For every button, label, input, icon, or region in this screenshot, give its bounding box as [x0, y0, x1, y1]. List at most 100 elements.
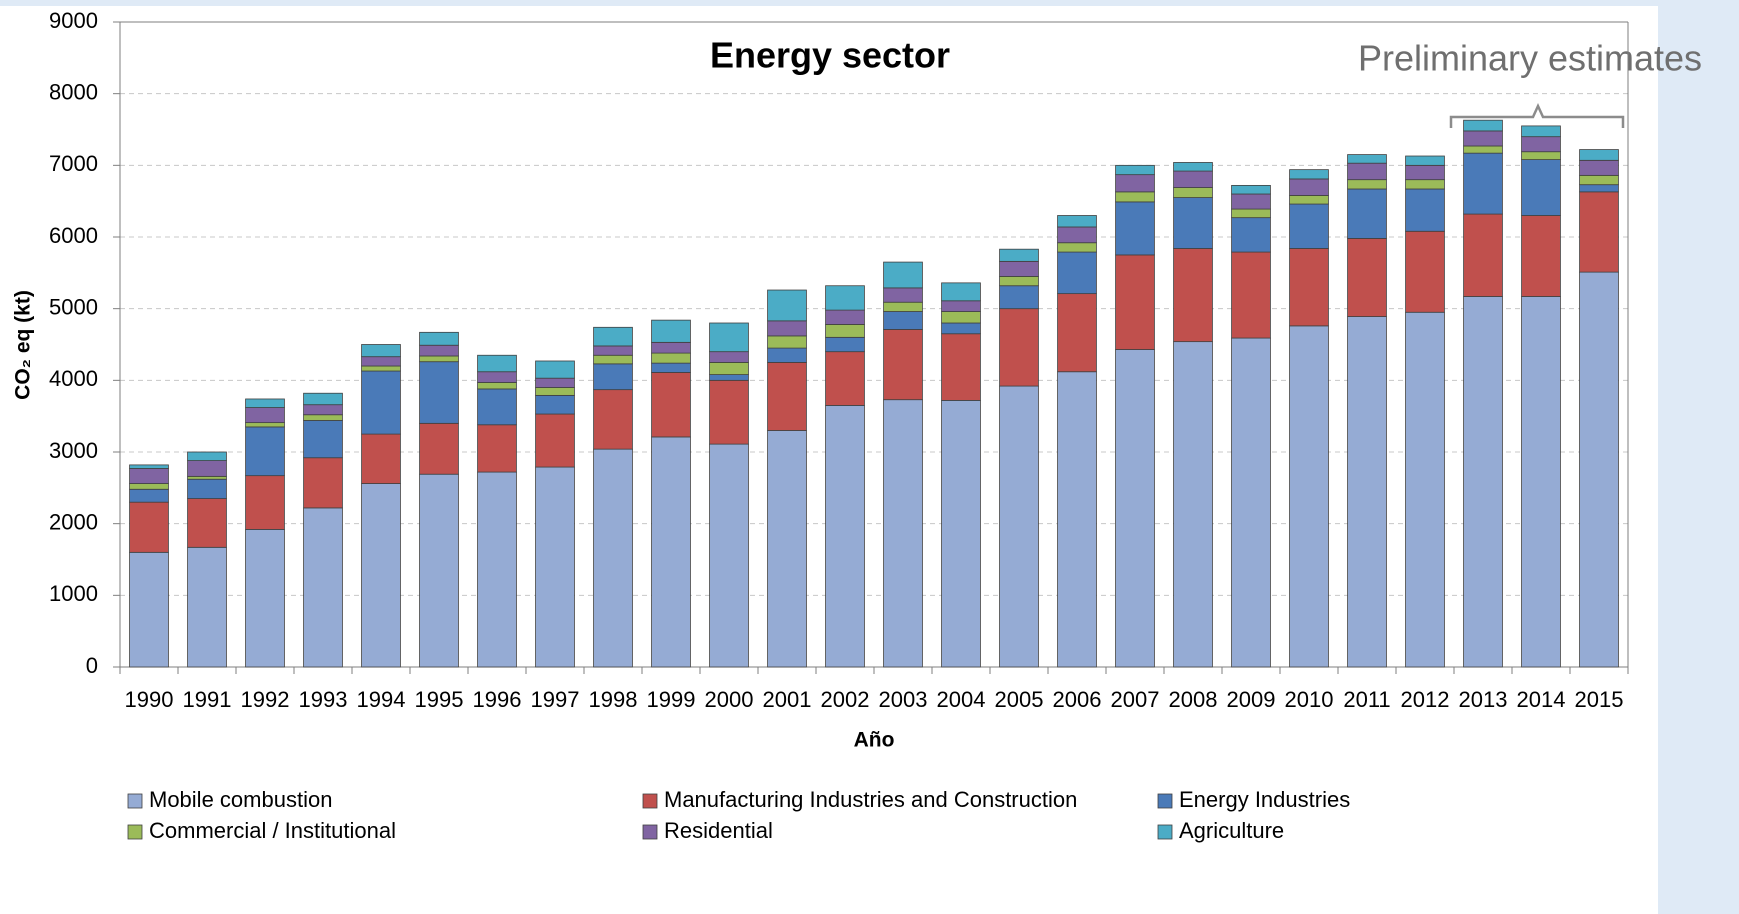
bar-segment: [1405, 311, 1445, 668]
bar-segment: [303, 457, 343, 509]
bar-segment: [419, 344, 459, 357]
x-tick-label: 1998: [589, 687, 638, 712]
annotation: Preliminary estimates: [1358, 38, 1702, 79]
bar-segment: [767, 289, 807, 322]
bar-segment: [1405, 179, 1445, 190]
bar-segment: [419, 331, 459, 346]
bar-segment: [825, 309, 865, 325]
bar-segment: [1405, 164, 1445, 181]
legend-swatch: [1157, 793, 1173, 809]
bar-segment: [1115, 164, 1155, 176]
bar-segment: [999, 385, 1039, 668]
bar-segment: [535, 394, 575, 415]
bar-segment: [1115, 201, 1155, 256]
x-tick-label: 2009: [1227, 687, 1276, 712]
legend-label: Manufacturing Industries and Constructio…: [664, 787, 1077, 812]
bar-segment: [825, 324, 865, 338]
bar-segment: [1115, 254, 1155, 350]
bar-segment: [419, 422, 459, 475]
bar-segment: [1347, 188, 1387, 239]
y-tick-label: 8000: [49, 79, 98, 104]
x-tick-label: 2001: [763, 687, 812, 712]
x-tick-label: 2004: [937, 687, 986, 712]
bar-segment: [245, 529, 285, 668]
x-tick-label: 2011: [1343, 687, 1390, 712]
legend-label: Commercial / Institutional: [149, 818, 396, 843]
bar-segment: [1463, 119, 1503, 132]
x-tick-label: 2012: [1401, 687, 1450, 712]
bar-segment: [999, 276, 1039, 287]
bar-segment: [1173, 197, 1213, 249]
bar-segment: [1289, 325, 1329, 668]
bar-segment: [361, 344, 401, 358]
x-tick-label: 2013: [1459, 687, 1508, 712]
bar-segment: [187, 475, 227, 480]
bar-segment: [1579, 174, 1619, 186]
legend-swatch: [1157, 824, 1173, 840]
legend-swatch: [127, 824, 143, 840]
chart-title: Energy sector: [710, 35, 950, 76]
bar-segment: [361, 433, 401, 484]
bar-segment: [941, 311, 981, 324]
bar-segment: [709, 322, 749, 353]
bar-segment: [593, 345, 633, 356]
bar-segment: [1115, 349, 1155, 668]
bar-segment: [245, 422, 285, 428]
x-tick-label: 1991: [183, 687, 232, 712]
bar-segment: [1115, 174, 1155, 193]
x-tick-label: 2000: [705, 687, 754, 712]
y-tick-label: 4000: [49, 366, 98, 391]
bar-segment: [883, 329, 923, 401]
bar-segment: [245, 426, 285, 477]
bar-segment: [535, 413, 575, 468]
bar-segment: [1289, 203, 1329, 249]
bar-segment: [303, 420, 343, 459]
bar-segment: [825, 351, 865, 406]
bar-segment: [1463, 130, 1503, 147]
x-tick-label: 1997: [531, 687, 580, 712]
x-tick-label: 2002: [821, 687, 870, 712]
bar-segment: [941, 282, 981, 302]
bar-segment: [1463, 213, 1503, 297]
bar-segment: [593, 326, 633, 347]
y-tick-label: 9000: [49, 8, 98, 33]
bar-segment: [361, 370, 401, 435]
bar-segment: [1521, 125, 1561, 138]
bar-segment: [767, 362, 807, 431]
bar-segment: [593, 363, 633, 391]
bar-segment: [1579, 149, 1619, 161]
bar-segment: [477, 354, 517, 373]
bar-segment: [767, 320, 807, 337]
bar-segment: [1289, 169, 1329, 180]
bar-segment: [245, 398, 285, 408]
bar-segment: [129, 488, 169, 503]
x-tick-label: 2010: [1285, 687, 1334, 712]
bar-segment: [999, 248, 1039, 262]
bar-segment: [1579, 159, 1619, 176]
bar-segment: [941, 322, 981, 335]
bar-segment: [767, 430, 807, 668]
bar-segment: [1521, 159, 1561, 216]
bar-segment: [651, 341, 691, 354]
bar-segment: [1115, 191, 1155, 203]
y-axis-label: CO₂ eq (kt): [12, 290, 35, 400]
bar-segment: [593, 354, 633, 365]
bar-segment: [883, 287, 923, 303]
bar-segment: [1579, 191, 1619, 273]
bar-segment: [651, 362, 691, 373]
bar-segment: [187, 460, 227, 477]
bar-segment: [941, 399, 981, 668]
bar-segment: [651, 352, 691, 364]
y-tick-label: 5000: [49, 294, 98, 319]
legend-label: Residential: [664, 818, 773, 843]
bar-segment: [1463, 296, 1503, 668]
bar-segment: [1173, 248, 1213, 343]
bracket: [1449, 102, 1625, 128]
bar-segment: [825, 405, 865, 668]
bar-segment: [303, 392, 343, 406]
bar-segment: [535, 360, 575, 379]
bar-segment: [1405, 230, 1445, 313]
x-tick-label: 2008: [1169, 687, 1218, 712]
x-axis-label: Año: [854, 729, 895, 752]
